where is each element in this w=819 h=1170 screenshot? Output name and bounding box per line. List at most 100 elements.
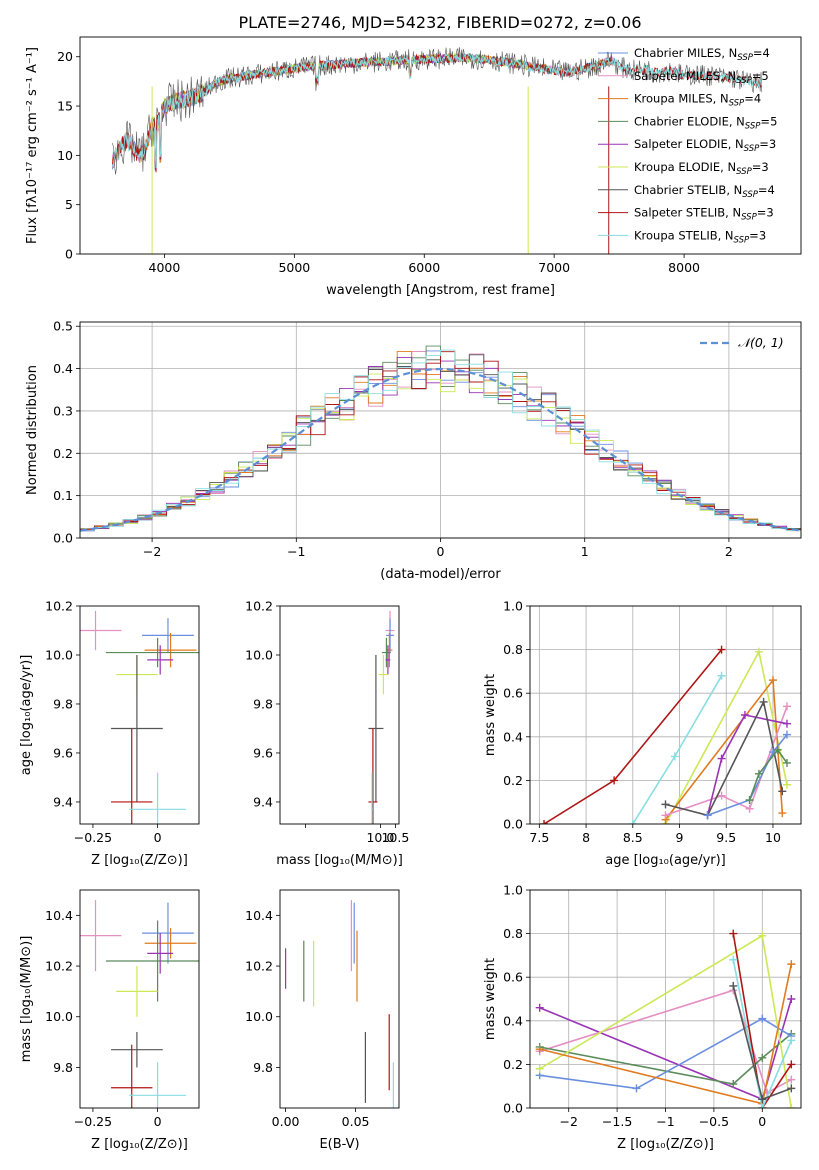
x-tick-label: 10 [765, 830, 781, 845]
weight-line [732, 959, 793, 1108]
y-tick-label: 0.0 [53, 531, 73, 546]
legend-nssp: 5 [770, 114, 777, 128]
legend-series-name: Chabrier ELODIE [634, 114, 729, 128]
weight-marker [782, 702, 791, 711]
weight-marker [787, 1104, 796, 1108]
x-tick-label: 4000 [149, 260, 181, 275]
weight-marker [773, 745, 782, 754]
legend-equals: = [753, 46, 763, 60]
y-axis-label: mass weight [483, 674, 498, 756]
x-tick-label: −2 [143, 544, 161, 559]
y-tick-label: 10.0 [245, 647, 273, 662]
weight-marker [782, 719, 791, 728]
x-axis-label: Z [log₁₀(Z/Z⊙)] [617, 1137, 714, 1152]
errorbar-point [368, 654, 384, 802]
y-axis-label: mass [log₁₀(M/M⊙)] [19, 936, 34, 1063]
weight-marker [782, 758, 791, 767]
legend-entry: Kroupa STELIB, NSSP=3 [634, 228, 766, 245]
histogram-kroupa_stelib [80, 349, 801, 532]
y-axis-label: age [log₁₀(age/yr)] [19, 655, 34, 776]
legend-subscript: SSP [744, 144, 760, 154]
spectrum-line-8 [112, 52, 763, 169]
weight-marker [787, 1075, 796, 1084]
y-tick-label: 0.5 [53, 319, 73, 334]
legend-nssp: 3 [766, 206, 773, 220]
weight-marker [535, 1064, 544, 1073]
weight-line [748, 748, 788, 801]
x-tick-label: −0.25 [74, 830, 112, 845]
x-tick-label: 9.5 [716, 830, 736, 845]
weight-marker [758, 1095, 767, 1104]
legend-equals: = [758, 183, 768, 197]
y-tick-label: 10.2 [245, 599, 273, 614]
y-tick-label: 1.0 [503, 883, 523, 898]
y-tick-label: 10 [57, 148, 73, 163]
marks-weight_vs_Z [535, 929, 796, 1108]
legend-equals: = [744, 92, 754, 106]
marks-age_vs_Z [80, 610, 199, 824]
y-tick-label: 10.4 [45, 908, 73, 923]
legend-entry: Salpeter ELODIE, NSSP=3 [634, 137, 776, 154]
y-axis-label: Flux [fλ10⁻¹⁷ erg cm⁻² s⁻¹ A⁻¹] [25, 47, 40, 244]
legend-n-prefix: , N [720, 69, 736, 83]
legend-subscript: SSP [745, 121, 761, 131]
y-tick-label: 0.4 [503, 1013, 523, 1028]
ticks-weight_vs_age: 7.5 8 8.5 9 9.5 10 0.0 0.2 0.4 0.6 0.8 1.0 [503, 599, 781, 846]
axes-frame [79, 605, 200, 825]
y-tick-label: 9.8 [253, 1060, 273, 1075]
y-tick-label: 10.0 [45, 647, 73, 662]
legend-entry: Chabrier STELIB, NSSP=4 [634, 183, 775, 200]
weight-marker [768, 676, 777, 685]
legend-series-name: Salpeter MILES [634, 69, 720, 83]
x-tick-label: 0.00 [272, 1114, 300, 1129]
legend-nssp: 3 [761, 160, 768, 174]
errorbar-point [142, 902, 194, 964]
x-tick-label: 1 [581, 544, 589, 559]
legend-subscript: SSP [741, 213, 757, 223]
weight-marker [787, 1060, 796, 1069]
axes-frame [279, 605, 400, 825]
legend-entry: Salpeter MILES, NSSP=5 [634, 69, 769, 86]
axes-frame [79, 889, 200, 1109]
y-tick-label: 9.6 [253, 745, 273, 760]
y-tick-label: 0 [65, 247, 73, 262]
y-tick-label: 0.8 [503, 926, 523, 941]
histogram-kroupa_elodie [80, 369, 801, 532]
legend-nssp: 3 [769, 137, 776, 151]
y-tick-label: 9.8 [253, 696, 273, 711]
legend-entry: Chabrier MILES, NSSP=4 [634, 46, 770, 63]
legend-n-prefix: , N [713, 92, 729, 106]
x-tick-label: 0 [154, 830, 162, 845]
legend-equals: = [752, 160, 762, 174]
x-axis-label: mass [log₁₀(M/M⊙)] [276, 853, 403, 868]
weight-marker [717, 791, 726, 800]
legend-nssp: 4 [754, 92, 761, 106]
y-tick-label: 10.2 [245, 959, 273, 974]
legend-n-prefix: , N [729, 114, 745, 128]
ticks-mass_vs_Z: −0.25 0 9.8 10.0 10.2 10.4 [45, 908, 161, 1129]
x-tick-label: −0.5 [699, 1114, 729, 1129]
legend-n-prefix: , N [718, 228, 734, 242]
normal-curve [80, 367, 801, 532]
legend-entry: Kroupa MILES, NSSP=4 [634, 92, 761, 109]
errorbar-point [368, 728, 378, 824]
legend-nssp: 3 [759, 228, 766, 242]
marks-mass_vs_ebv [285, 900, 394, 1108]
weight-line [539, 1017, 792, 1090]
y-tick-label: 0.1 [53, 488, 73, 503]
errorbar-point [111, 1044, 153, 1108]
weight-marker [632, 1084, 641, 1093]
ticks-residuals: −2 −1 0 1 2 0.0 0.1 0.2 0.3 0.4 0.5 [53, 319, 733, 559]
y-tick-label: 0.8 [503, 642, 523, 657]
x-tick-label: 10.0 [366, 830, 394, 845]
x-tick-label: 8000 [668, 260, 700, 275]
y-tick-label: 0.0 [503, 817, 523, 832]
panel-age_vs_Z: −0.25 0 9.4 9.6 9.8 10.0 10.2 Z [log₁₀(Z/Z⊙)] ag… [19, 599, 200, 868]
y-tick-label: 0.4 [53, 361, 73, 376]
errorbar-point [80, 900, 122, 972]
weight-marker [787, 960, 796, 969]
spectrum-line-6 [112, 47, 763, 175]
axes-frame [79, 36, 802, 255]
errorbar-point [111, 728, 153, 824]
